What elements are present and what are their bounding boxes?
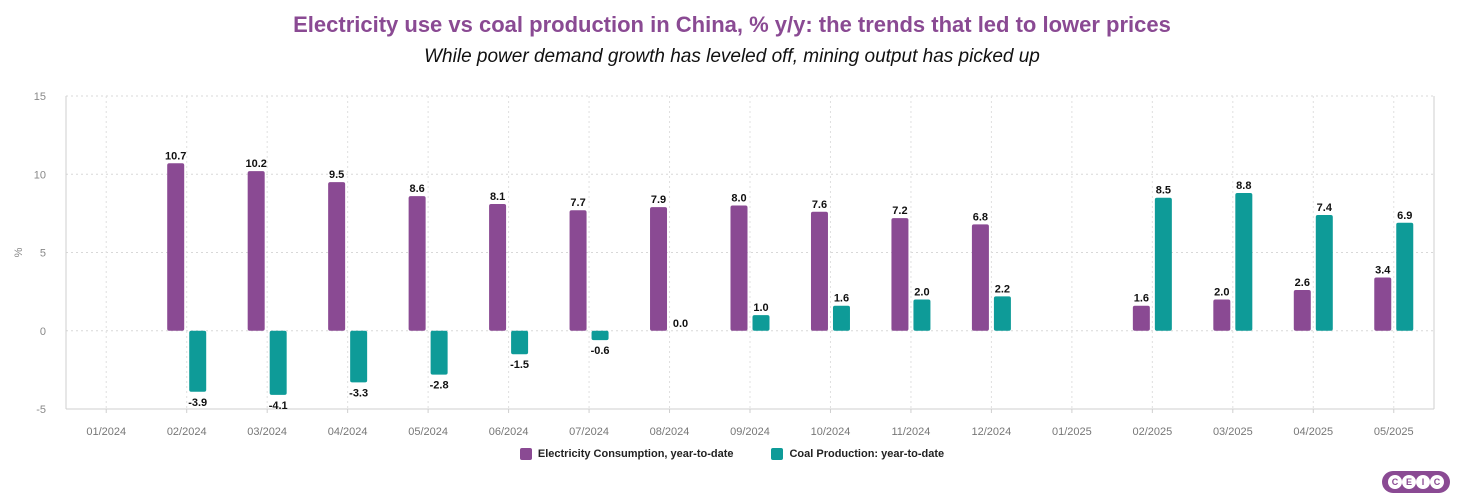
data-label-electricity: 7.6 [812,199,827,211]
data-label-coal: 7.4 [1317,202,1333,214]
logo-letter: E [1402,475,1416,489]
data-label-electricity: 10.2 [245,158,266,170]
data-label-coal: -4.1 [269,400,288,412]
data-label-electricity: 8.1 [490,191,505,203]
ceic-logo: C E I C [1382,471,1450,493]
x-tick-label: 03/2024 [247,426,287,438]
data-label-coal: 2.2 [995,283,1010,295]
x-tick-label: 05/2024 [408,426,448,438]
bar-electricity [891,218,909,331]
legend-swatch-coal [771,448,784,460]
bar-coal [1154,197,1172,331]
data-label-coal: 1.6 [834,293,849,305]
data-label-electricity: 6.8 [973,211,988,223]
bar-chart: -5 0 5 10 15% 01/2024 02/2024 03/2024 04/2024 05/… [13,91,1435,438]
bar-electricity [328,182,346,331]
bar-coal [189,330,207,392]
bar-coal [752,315,770,331]
data-label-coal: 2.0 [914,286,929,298]
bar-coal [511,330,529,355]
bar-electricity [167,163,185,331]
data-label-electricity: 3.4 [1375,265,1391,277]
bar-electricity [650,207,668,331]
x-tick-label: 10/2024 [811,426,851,438]
data-label-electricity: 2.0 [1214,286,1229,298]
data-label-electricity: 10.7 [165,150,186,162]
bar-electricity [408,196,426,331]
data-label-electricity: 1.6 [1134,293,1149,305]
x-tick-label: 04/2025 [1293,426,1333,438]
bar-coal [993,296,1011,331]
bar-coal [591,330,609,341]
y-tick-label: -5 [36,404,46,416]
x-tick-label: 01/2025 [1052,426,1092,438]
x-tick-label: 02/2025 [1132,426,1172,438]
data-label-coal: -3.3 [349,387,368,399]
bar-electricity [810,211,828,331]
bar-electricity [971,224,989,331]
data-label-electricity: 9.5 [329,169,344,181]
data-label-coal: 1.0 [753,302,768,314]
bar-electricity [489,203,507,331]
x-tick-label: 07/2024 [569,426,609,438]
data-label-coal: -2.8 [430,380,449,392]
data-label-electricity: 7.7 [570,197,585,209]
x-tick-label: 12/2024 [972,426,1012,438]
bar-coal [350,330,368,383]
logo-letter: C [1388,475,1402,489]
bar-electricity [1132,305,1150,331]
bar-electricity [1213,299,1231,331]
y-tick-label: 0 [40,326,46,338]
data-label-electricity: 8.0 [731,193,746,205]
bar-coal [913,299,931,331]
data-label-electricity: 7.2 [892,205,907,217]
x-tick-label: 08/2024 [650,426,690,438]
x-tick-label: 03/2025 [1213,426,1253,438]
x-tick-label: 09/2024 [730,426,770,438]
y-tick-label: 5 [40,248,46,260]
data-label-coal: -3.9 [188,397,207,409]
chart-subtitle: While power demand growth has leveled of… [424,46,1040,67]
data-label-coal: -0.6 [591,345,610,357]
bar-coal [832,305,850,331]
data-label-electricity: 7.9 [651,194,666,206]
bar-coal [1235,193,1253,331]
data-label-coal: 0.0 [673,318,688,330]
bar-electricity [730,205,748,331]
data-label-coal: 6.9 [1397,210,1412,222]
data-label-electricity: 2.6 [1295,277,1310,289]
data-label-electricity: 8.6 [409,183,424,195]
bar-coal [1396,222,1414,331]
x-tick-label: 02/2024 [167,426,207,438]
x-tick-label: 04/2024 [328,426,368,438]
legend: Electricity Consumption, year-to-date Co… [0,448,1464,460]
bar-coal [430,330,448,375]
bar-electricity [1374,277,1392,331]
x-tick-label: 11/2024 [891,426,930,438]
data-label-coal: -1.5 [510,359,529,371]
legend-label-electricity: Electricity Consumption, year-to-date [537,448,734,460]
bar-electricity [1293,290,1311,331]
y-tick-label: 10 [34,169,46,181]
bar-electricity [247,171,265,331]
x-tick-label: 06/2024 [489,426,529,438]
logo-letter: C [1430,475,1444,489]
chart-title: Electricity use vs coal production in Ch… [293,12,1171,37]
bar-coal [269,330,287,395]
x-tick-label: 05/2025 [1374,426,1414,438]
bar-coal [1315,214,1333,331]
y-axis-label: % [13,247,25,257]
y-tick-label: 15 [34,91,46,103]
data-label-coal: 8.5 [1156,185,1171,197]
legend-label-coal: Coal Production: year-to-date [789,448,945,460]
legend-swatch-electricity [519,448,532,460]
x-tick-label: 01/2024 [86,426,126,438]
data-label-coal: 8.8 [1236,180,1251,192]
legend-item-electricity[interactable]: Electricity Consumption, year-to-date [519,448,734,460]
legend-item-coal[interactable]: Coal Production: year-to-date [771,448,944,460]
logo-letter: I [1416,475,1430,489]
bar-electricity [569,210,587,331]
